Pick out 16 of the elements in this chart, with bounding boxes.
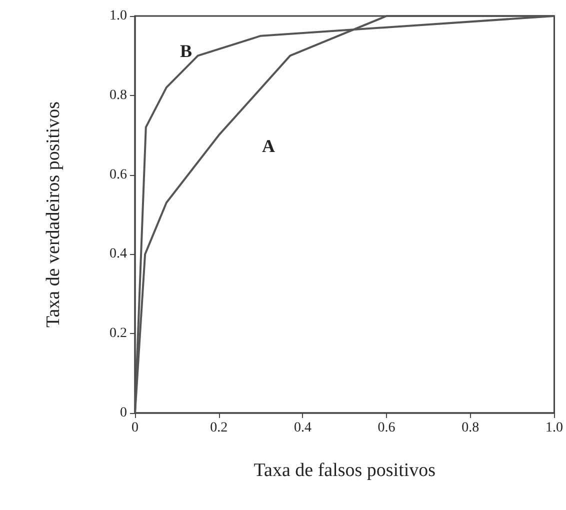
y-tick-label: 0.6 <box>110 167 127 182</box>
x-tick-label: 0.4 <box>294 420 312 436</box>
y-axis-title: Taxa de verdadeiros positivos <box>43 101 64 328</box>
y-tick-label: 1.0 <box>110 8 127 24</box>
y-tick-label: 0.8 <box>110 88 127 103</box>
x-tick-label: 0.6 <box>378 420 396 436</box>
annotation: A <box>262 136 275 156</box>
x-tick-label: 0.2 <box>210 420 228 436</box>
y-tick-label: 0.2 <box>110 326 127 342</box>
y-tick-label: 0.4 <box>110 246 127 262</box>
x-axis-title: Taxa de falsos positivos <box>254 460 436 481</box>
x-tick-label: 0.8 <box>462 420 480 436</box>
annotation: B <box>180 41 192 61</box>
x-tick-label: 1.0 <box>546 420 563 436</box>
x-tick-label: 0 <box>132 420 138 436</box>
y-tick-label: 0 <box>120 406 127 420</box>
